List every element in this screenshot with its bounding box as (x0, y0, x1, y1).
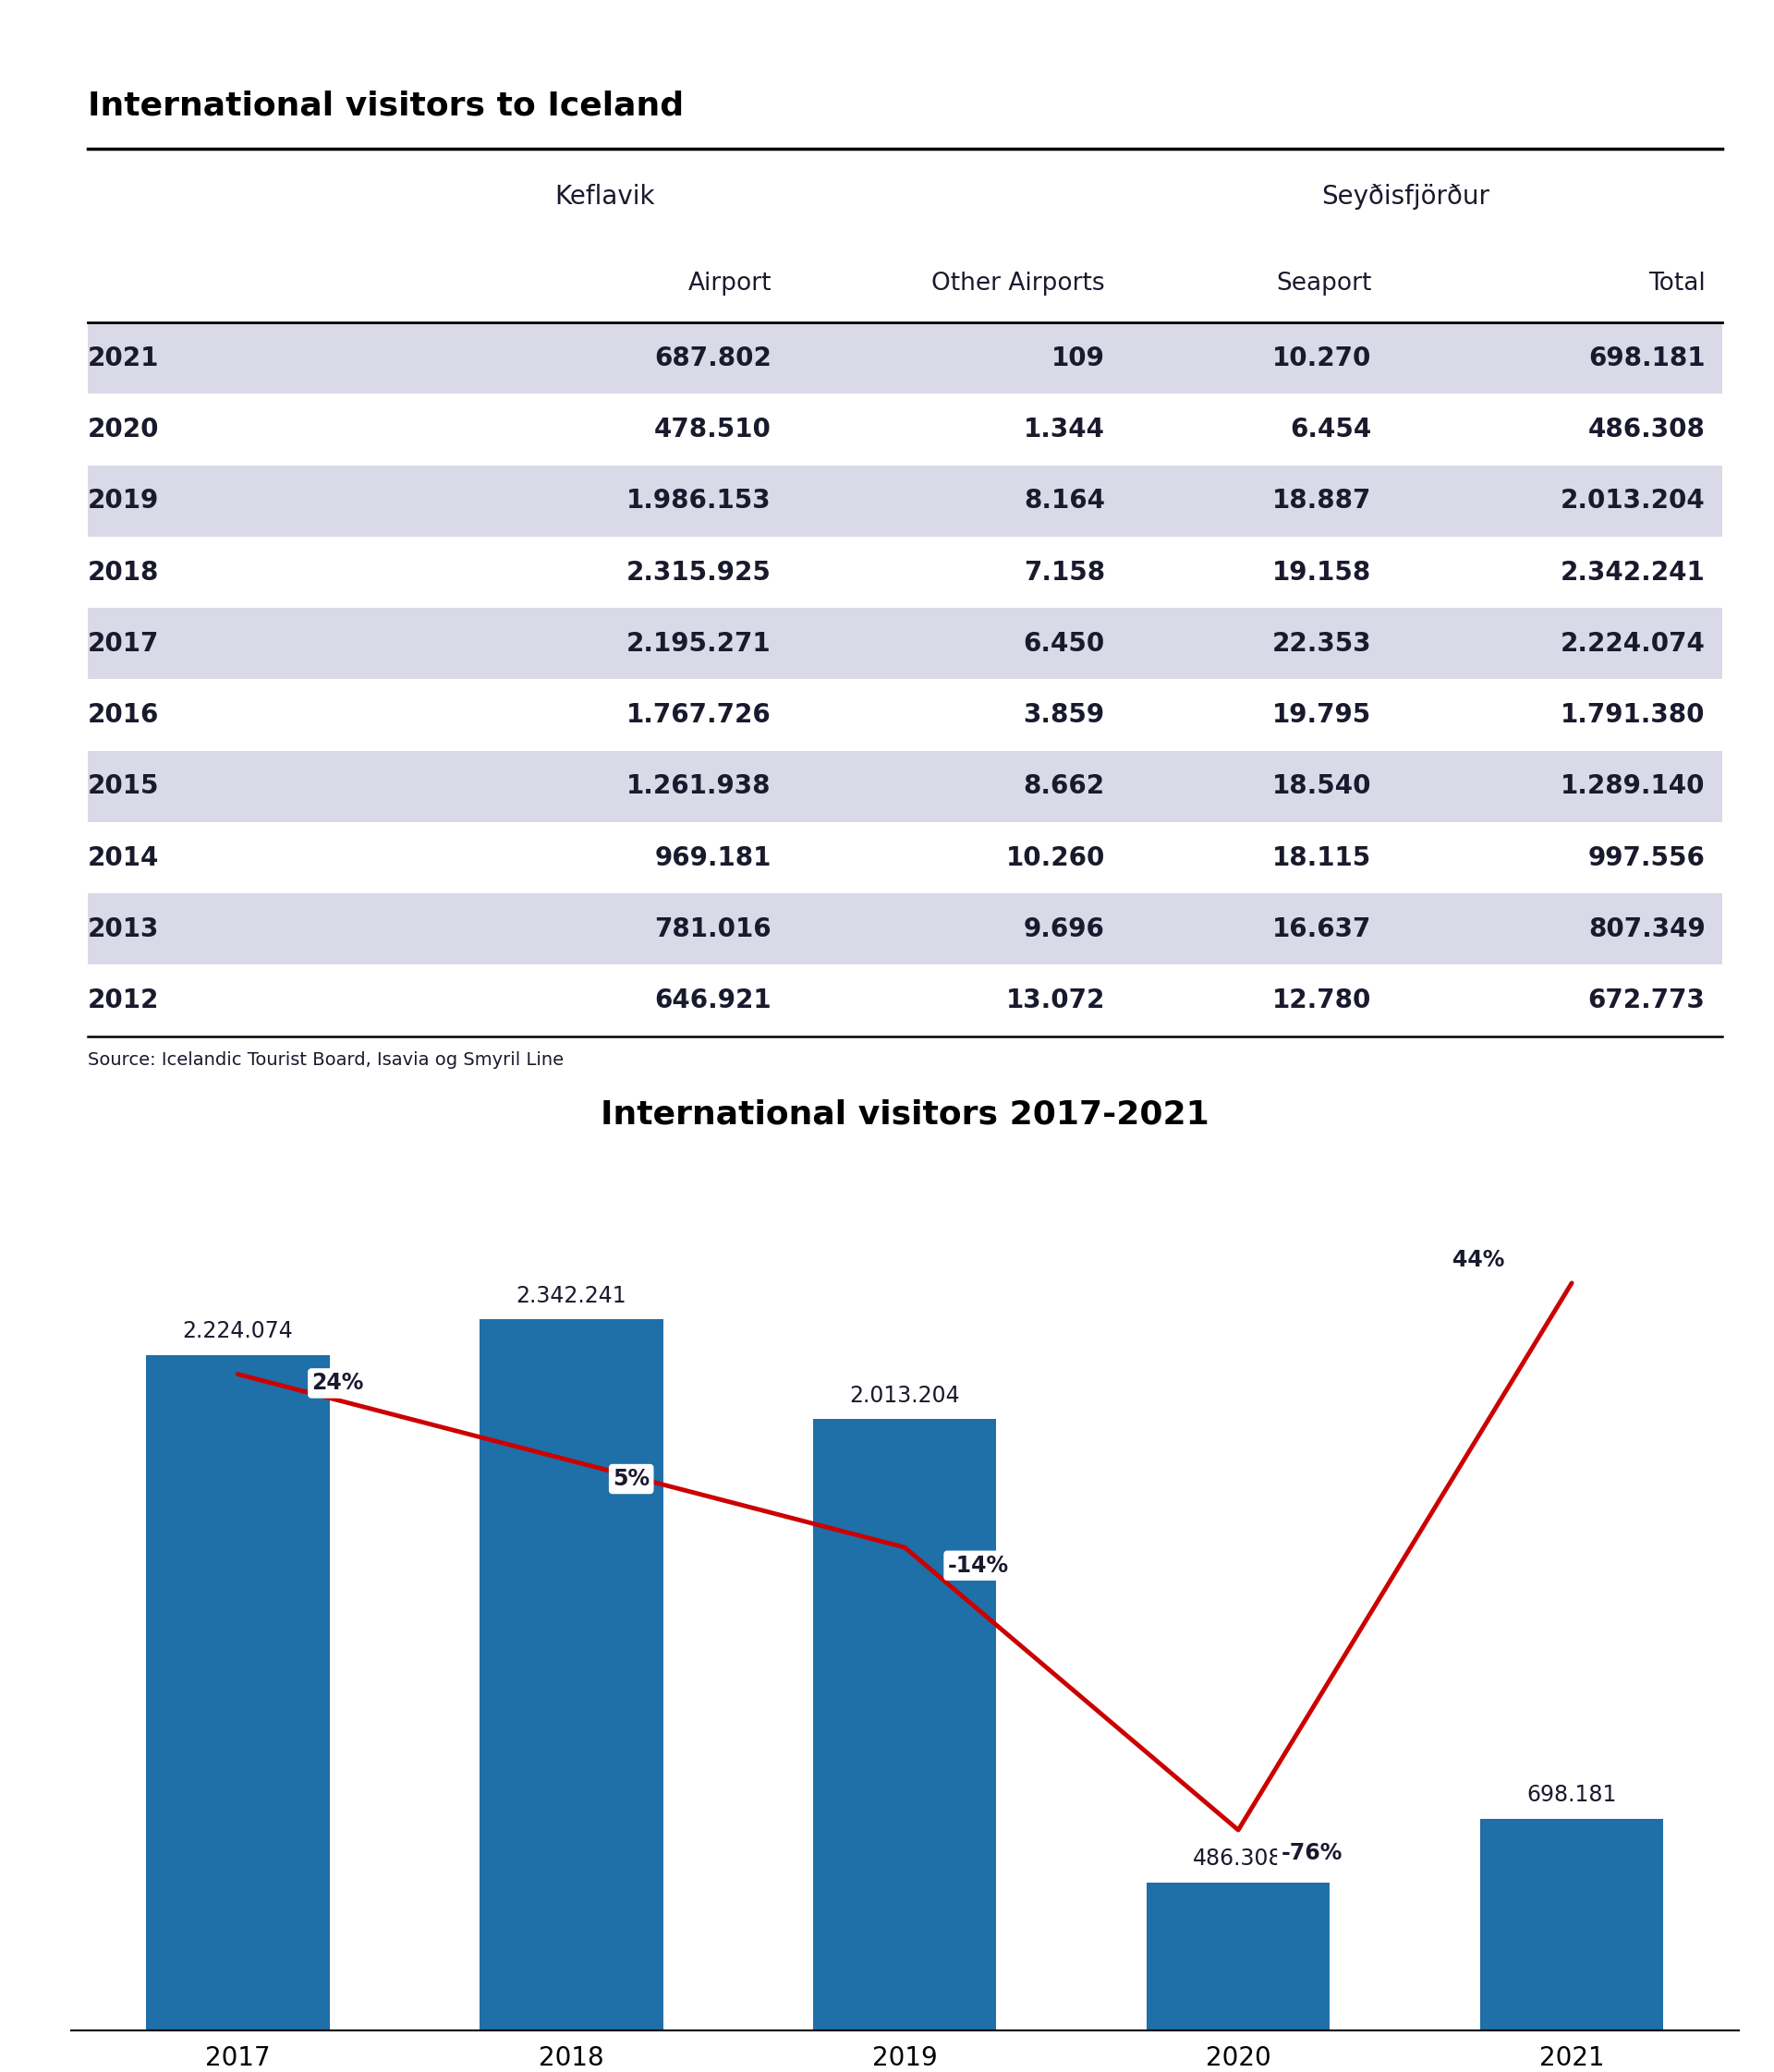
Text: 9.696: 9.696 (1024, 916, 1105, 943)
Text: 2019: 2019 (87, 489, 160, 514)
Text: 478.510: 478.510 (655, 416, 772, 443)
Text: -76%: -76% (1281, 1842, 1343, 1865)
Text: Source: Icelandic Tourist Board, Isavia og Smyril Line: Source: Icelandic Tourist Board, Isavia … (87, 1051, 564, 1069)
Text: 698.181: 698.181 (1588, 346, 1705, 371)
Text: 2017: 2017 (87, 630, 160, 657)
Text: 8.164: 8.164 (1024, 489, 1105, 514)
Text: 2.013.204: 2.013.204 (1561, 489, 1705, 514)
Text: 2014: 2014 (87, 845, 160, 870)
Text: 12.780: 12.780 (1272, 988, 1371, 1013)
Text: 997.556: 997.556 (1588, 845, 1705, 870)
Text: Airport: Airport (688, 271, 772, 296)
Text: 7.158: 7.158 (1024, 559, 1105, 584)
Text: 2.195.271: 2.195.271 (626, 630, 772, 657)
Bar (1480, 1819, 1664, 2031)
Text: 672.773: 672.773 (1588, 988, 1705, 1013)
Text: 109: 109 (1052, 346, 1105, 371)
Text: 2016: 2016 (87, 702, 160, 727)
Bar (1146, 1883, 1330, 2031)
Text: 807.349: 807.349 (1588, 916, 1705, 943)
Text: 18.115: 18.115 (1272, 845, 1371, 870)
Text: 19.158: 19.158 (1272, 559, 1371, 584)
Text: 1.289.140: 1.289.140 (1561, 773, 1705, 800)
Text: 781.016: 781.016 (655, 916, 772, 943)
Bar (87, 466, 1723, 537)
Text: 2.315.925: 2.315.925 (626, 559, 772, 584)
Text: 5%: 5% (612, 1467, 649, 1490)
Text: 2012: 2012 (87, 988, 160, 1013)
Text: 24%: 24% (312, 1372, 364, 1394)
Text: 13.072: 13.072 (1006, 988, 1105, 1013)
Text: 1.791.380: 1.791.380 (1561, 702, 1705, 727)
Text: 1.986.153: 1.986.153 (626, 489, 772, 514)
Text: Seaport: Seaport (1276, 271, 1371, 296)
Text: 2015: 2015 (87, 773, 160, 800)
Text: 2018: 2018 (87, 559, 160, 584)
Text: 2020: 2020 (87, 416, 160, 443)
Text: 18.887: 18.887 (1272, 489, 1371, 514)
Text: 44%: 44% (1453, 1249, 1504, 1272)
Text: 2.342.241: 2.342.241 (1561, 559, 1705, 584)
Text: 8.662: 8.662 (1024, 773, 1105, 800)
Text: 698.181: 698.181 (1527, 1784, 1616, 1807)
Text: 10.260: 10.260 (1006, 845, 1105, 870)
Bar (87, 750, 1723, 823)
Text: 22.353: 22.353 (1272, 630, 1371, 657)
Text: 646.921: 646.921 (655, 988, 772, 1013)
Bar (479, 1320, 663, 2031)
Bar (87, 607, 1723, 680)
Bar (812, 1419, 997, 2031)
Text: 18.540: 18.540 (1272, 773, 1371, 800)
Text: 486.308: 486.308 (1194, 1848, 1283, 1871)
Text: 2013: 2013 (87, 916, 160, 943)
Text: 19.795: 19.795 (1272, 702, 1371, 727)
Text: 6.454: 6.454 (1290, 416, 1371, 443)
Text: 687.802: 687.802 (655, 346, 772, 371)
Bar (87, 893, 1723, 966)
Text: 10.270: 10.270 (1272, 346, 1371, 371)
Title: International visitors 2017-2021: International visitors 2017-2021 (600, 1098, 1210, 1129)
Text: 1.344: 1.344 (1024, 416, 1105, 443)
Text: 969.181: 969.181 (655, 845, 772, 870)
Text: Keflavik: Keflavik (555, 184, 655, 209)
Bar (145, 1355, 330, 2031)
Text: International visitors to Iceland: International visitors to Iceland (87, 89, 683, 122)
Text: 2021: 2021 (87, 346, 160, 371)
Text: 2.224.074: 2.224.074 (183, 1320, 293, 1343)
Text: 486.308: 486.308 (1588, 416, 1705, 443)
Text: Seyðisfjörður: Seyðisfjörður (1322, 184, 1488, 209)
Text: 2.342.241: 2.342.241 (516, 1285, 626, 1307)
Text: 3.859: 3.859 (1024, 702, 1105, 727)
Text: -14%: -14% (947, 1554, 1009, 1577)
Text: 1.767.726: 1.767.726 (626, 702, 772, 727)
Text: 1.261.938: 1.261.938 (626, 773, 772, 800)
Text: 6.450: 6.450 (1024, 630, 1105, 657)
Text: 16.637: 16.637 (1272, 916, 1371, 943)
Text: 2.224.074: 2.224.074 (1559, 630, 1705, 657)
Text: Total: Total (1648, 271, 1705, 296)
Text: Other Airports: Other Airports (931, 271, 1105, 296)
Text: 2.013.204: 2.013.204 (850, 1384, 960, 1407)
Bar (87, 323, 1723, 394)
